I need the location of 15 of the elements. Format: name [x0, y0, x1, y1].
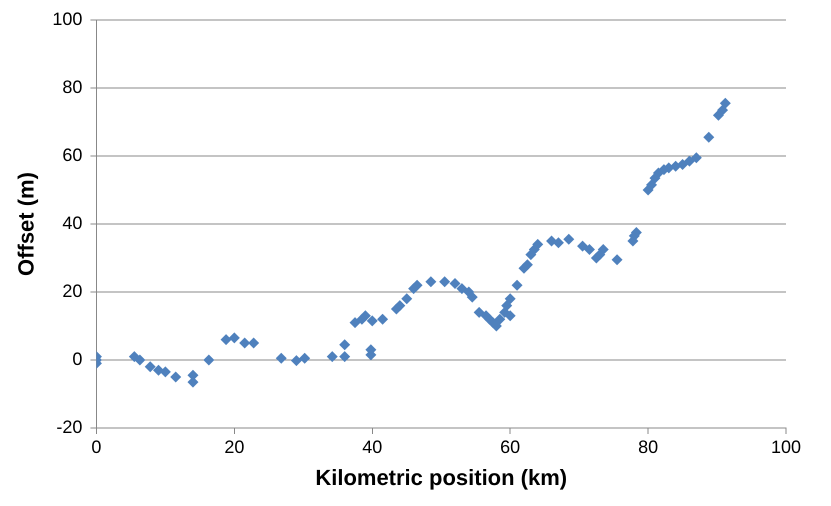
y-axis-title: Offset (m) [13, 172, 38, 276]
x-tick-label: 80 [638, 436, 658, 457]
y-tick-label: 100 [52, 8, 82, 29]
y-tick-label: 0 [72, 348, 82, 369]
y-tick-label: -20 [56, 416, 82, 437]
y-tick-label: 80 [62, 76, 82, 97]
x-tick-label: 60 [500, 436, 520, 457]
y-tick-label: 60 [62, 144, 82, 165]
y-tick-label: 40 [62, 212, 82, 233]
x-tick-label: 0 [91, 436, 102, 457]
x-tick-label: 100 [770, 436, 802, 457]
y-tick-label: 20 [62, 280, 82, 301]
x-tick-label: 20 [224, 436, 244, 457]
x-tick-label: 40 [362, 436, 382, 457]
x-axis-title: Kilometric position (km) [315, 464, 568, 490]
